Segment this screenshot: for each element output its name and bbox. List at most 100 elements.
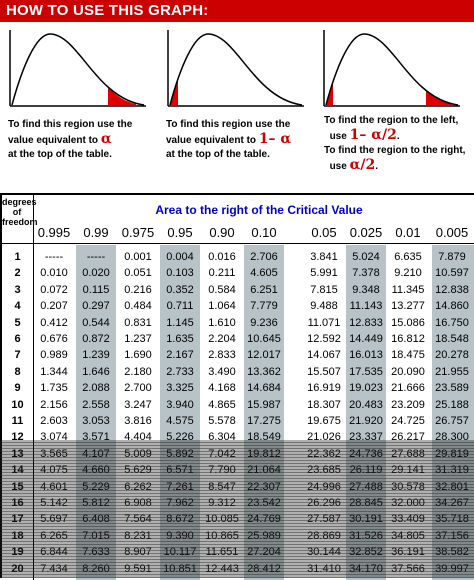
table-cell: 21.666	[391, 382, 425, 395]
table-cell: 6.265	[40, 529, 68, 542]
caption-line: use 1– α/2.	[329, 127, 400, 143]
table-cell: 9.312	[208, 497, 236, 509]
table-cell: 1.735	[40, 382, 68, 395]
table-cell: 34.170	[349, 562, 383, 575]
table-cell: 24.769	[247, 513, 281, 526]
table-cell: 23.685	[307, 464, 341, 477]
table-cell: 4.575	[166, 415, 194, 427]
table-cell: 0.484	[124, 300, 152, 313]
table-cell: 16.919	[307, 382, 341, 395]
table-cell: 2.167	[166, 349, 194, 362]
table-cell: 12.592	[307, 333, 341, 345]
table-cell: 14.860	[435, 300, 469, 313]
table-cell: 6.251	[250, 283, 278, 296]
column-header: 0.99	[83, 225, 109, 240]
table-cell: 5.812	[82, 497, 110, 509]
caption-line: To find this region use the	[166, 119, 291, 130]
degrees-of-freedom-cell: 11	[11, 415, 24, 427]
table-cell: 4.601	[40, 480, 68, 493]
table-cell: 18.475	[391, 349, 425, 362]
degrees-of-freedom-cell: 9	[14, 382, 21, 395]
table-cell: 21.955	[435, 365, 469, 378]
table-cell: 24.725	[391, 415, 425, 427]
table-cell: 2.204	[208, 333, 236, 345]
two-tail-curve-icon	[323, 30, 460, 107]
degrees-of-freedom-cell: 3	[14, 283, 21, 296]
table-cell: 31.526	[349, 529, 383, 542]
table-cell: 23.589	[435, 382, 469, 395]
table-cell: 17.275	[247, 415, 281, 427]
table-cell: 3.074	[40, 431, 68, 444]
table-cell: 0.211	[208, 267, 236, 280]
table-cell: 25.188	[435, 398, 469, 411]
column-shade	[160, 245, 200, 580]
caption-line: use α/2.	[329, 157, 378, 173]
table-cell: 5.009	[124, 447, 152, 460]
column-shade	[346, 245, 386, 580]
table-cell: 10.597	[435, 267, 469, 280]
one-minus-half-alpha-symbol: 1– α/2	[349, 127, 397, 143]
table-row: 5 0.412 0.544 0.831 1.145 1.610 9.236 11.071 12.…	[2, 317, 474, 330]
table-row: 6 0.676 0.872 1.237 1.635 2.204 10.645 12.592 14…	[2, 333, 474, 346]
table-cell: 3.940	[166, 398, 194, 411]
table-cell: 18.549	[247, 431, 281, 444]
column-header: 0.025	[349, 225, 383, 240]
table-cell: 0.412	[40, 316, 68, 329]
table-cell: 11.143	[349, 300, 383, 313]
table-cell: 7.779	[250, 300, 278, 313]
table-cell: 12.838	[435, 283, 469, 296]
table-cell: 0.297	[82, 300, 110, 313]
table-cell: 11.345	[391, 283, 425, 296]
table-cell: 5.024	[352, 251, 380, 263]
table-cell: 33.409	[391, 513, 425, 526]
table-cell: 9.390	[166, 529, 194, 542]
table-row: 16 5.142 5.812 6.908 7.962 9.312 23.542 26.296 2…	[2, 497, 474, 510]
table-cell: 8.231	[124, 529, 152, 542]
table-cell: 8.907	[124, 546, 152, 559]
caption-line: at the top of the table.	[166, 149, 270, 160]
table-cell: 0.051	[124, 267, 152, 280]
table-row: 10 2.156 2.558 3.247 3.940 4.865 15.987 18.307 2…	[2, 399, 474, 412]
table-row: 4 0.207 0.297 0.484 0.711 1.064 7.779 9.488 11.1…	[2, 300, 474, 313]
table-cell: 27.688	[391, 447, 425, 460]
table-cell: 26.119	[349, 464, 383, 477]
table-row: 19 6.844 7.633 8.907 10.117 11.651 27.204 30.14…	[2, 546, 474, 559]
table-row: 12 3.074 3.571 4.404 5.226 6.304 18.549 21.026 2…	[2, 431, 474, 444]
panel-right-tail-caption: To find this region use the value equiva…	[8, 118, 132, 162]
degrees-of-freedom-cell: 18	[11, 529, 24, 542]
table-cell: 1.635	[166, 333, 194, 345]
alpha-symbol: α	[100, 131, 112, 147]
table-row: 15 4.601 5.229 6.262 7.261 8.547 22.307 24.996 2…	[2, 481, 474, 494]
table-cell: 7.962	[166, 497, 194, 509]
table-cell: 0.544	[82, 316, 110, 329]
table-cell: 0.016	[208, 251, 236, 263]
table-cell: 22.362	[307, 447, 341, 460]
table-cell: 11.071	[307, 316, 341, 329]
table-row: 20 7.434 8.260 9.591 10.851 12.443 28.412 31.41…	[2, 563, 474, 576]
table-cell: 0.072	[40, 283, 68, 296]
table-row: 9 1.735 2.088 2.700 3.325 4.168 14.684 16.919 19…	[2, 382, 474, 395]
table-cell: 3.325	[166, 382, 194, 395]
table-cell: -----	[86, 251, 106, 263]
table-cell: 35.718	[435, 513, 469, 526]
table-cell: 5.578	[208, 415, 236, 427]
column-header: 0.01	[395, 225, 421, 240]
table-cell: 7.378	[352, 267, 380, 280]
table-cell: 6.408	[82, 513, 110, 526]
degrees-of-freedom-cell: 2	[14, 267, 21, 280]
degrees-of-freedom-header: degrees of freedom	[2, 197, 38, 227]
degrees-of-freedom-cell: 5	[14, 316, 21, 329]
table-cell: 8.672	[166, 513, 194, 526]
table-cell: 0.989	[40, 349, 68, 362]
table-cell: 9.210	[394, 267, 422, 280]
degrees-of-freedom-cell: 20	[11, 562, 24, 575]
half-alpha-symbol: α/2	[349, 157, 376, 173]
table-cell: 18.307	[307, 398, 341, 411]
degrees-of-freedom-cell: 17	[11, 513, 24, 526]
left-tail-curve-icon	[167, 30, 304, 107]
table-cell: 24.996	[307, 480, 341, 493]
caption-line: To find the region to the right,	[324, 145, 466, 156]
table-cell: 31.410	[307, 562, 341, 575]
table-cell: 2.156	[40, 398, 68, 411]
table-cell: 27.587	[307, 513, 341, 526]
